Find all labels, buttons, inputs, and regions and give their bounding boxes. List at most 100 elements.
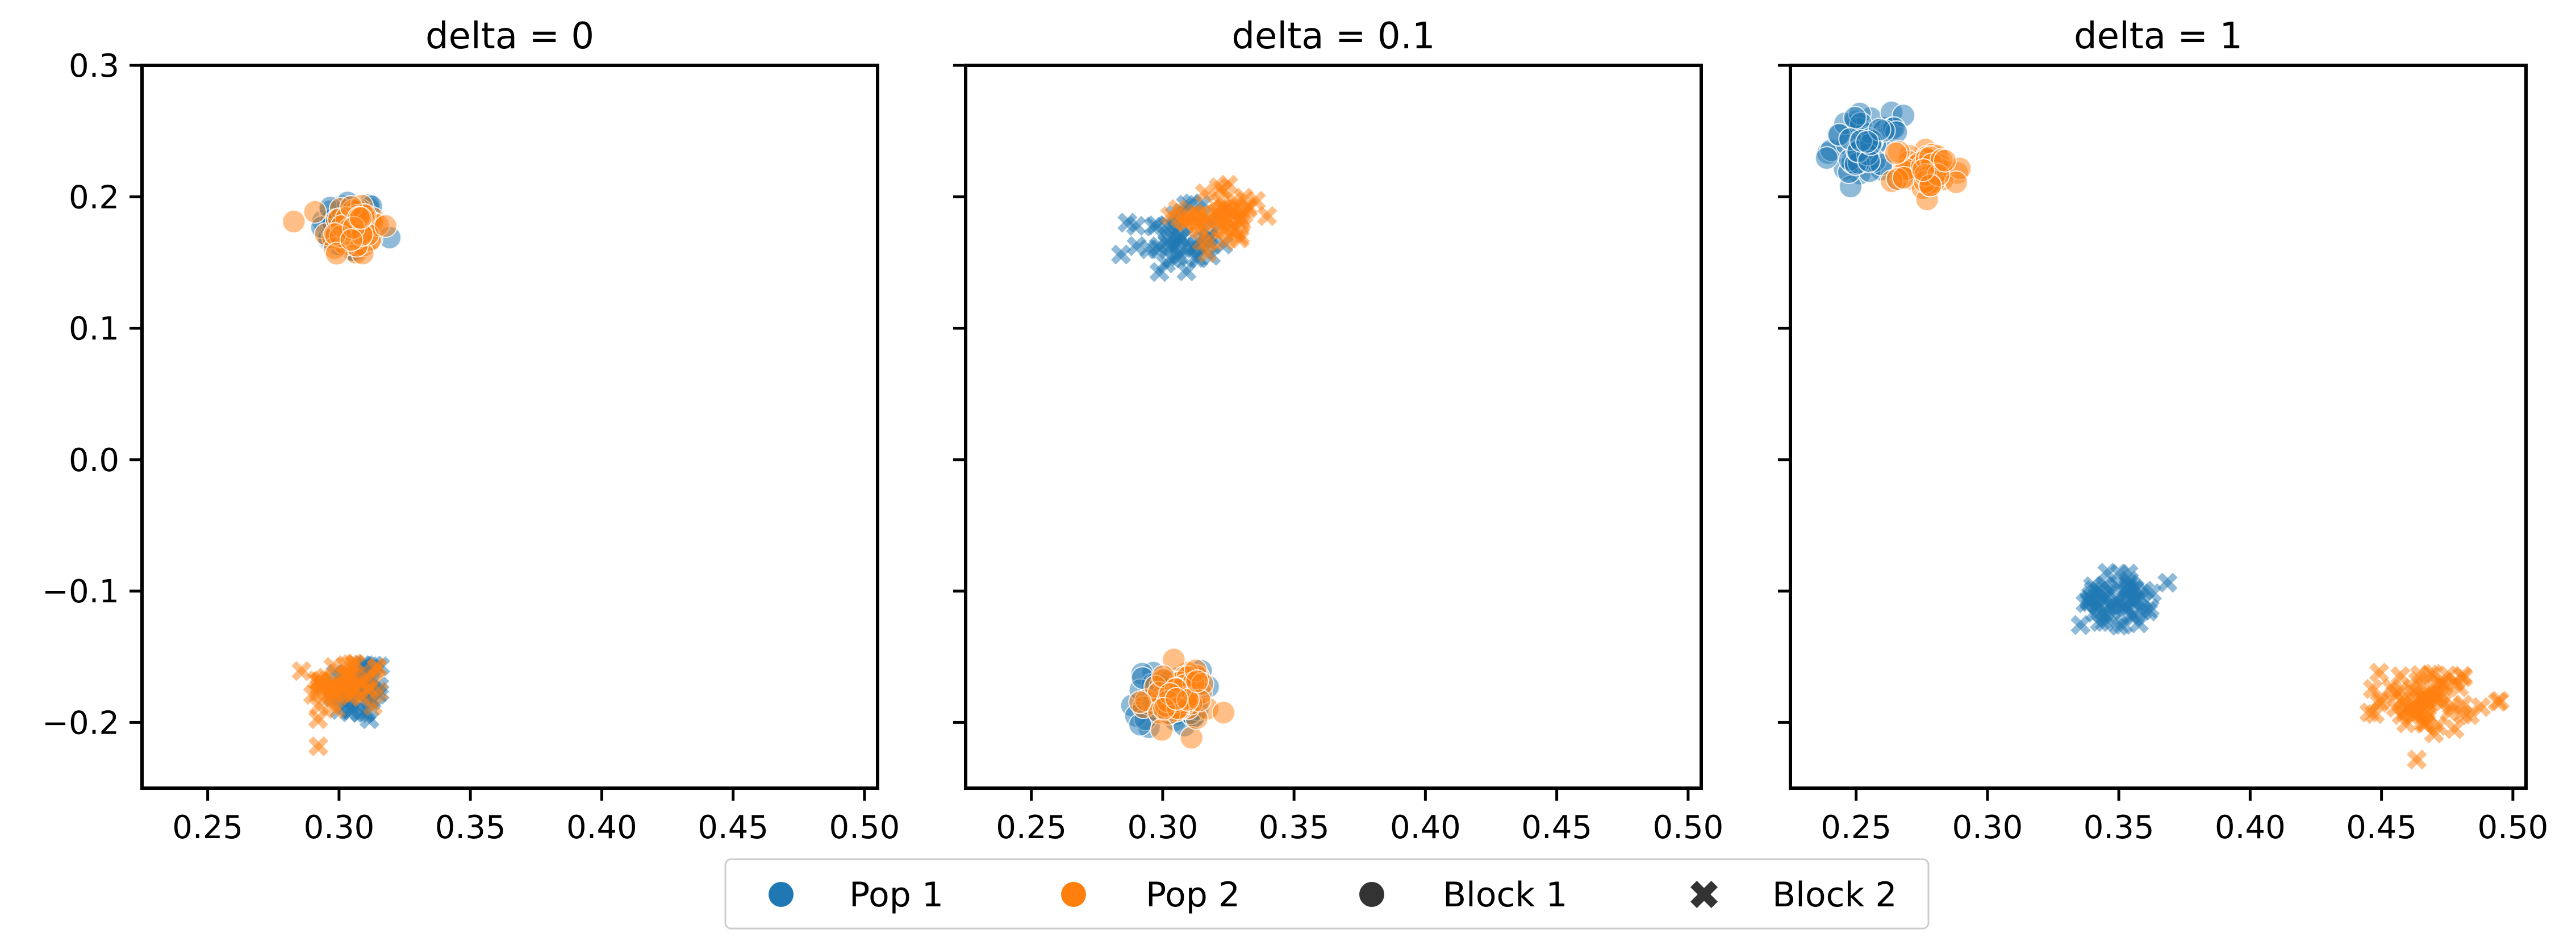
point-circle: [324, 242, 349, 266]
panel-1: delta = 0 0.25 0.30 0.35 0.40 0.45 0.50 0.3 0.2 0…: [42, 15, 900, 846]
x-tick-label: 0.45: [1521, 809, 1592, 846]
legend-label-pop-1: Pop 1: [849, 875, 943, 915]
point-cross: [1230, 226, 1250, 246]
x-tick-label: 0.25: [996, 809, 1067, 846]
point-cross: [2390, 666, 2411, 686]
point-cross: [308, 709, 328, 730]
x-tick-label: 0.40: [566, 809, 637, 846]
point-circle: [1933, 148, 1957, 173]
y-tick-label: 0.2: [69, 179, 119, 216]
point-cross: [2402, 702, 2423, 723]
point-circle: [303, 199, 327, 224]
point-cross: [2369, 663, 2390, 683]
point-cross: [2449, 677, 2469, 698]
x-tick-label: 0.30: [1128, 809, 1199, 846]
legend-frame: [724, 858, 1930, 930]
x-tick-label: 0.25: [1821, 809, 1892, 846]
axes-frame: [140, 64, 879, 790]
points: [282, 190, 402, 756]
point-cross: [363, 663, 383, 684]
point-circle: [1150, 718, 1174, 742]
panel-3: delta = 1 0.25 0.30 0.35 0.40 0.45 0.50: [1778, 15, 2548, 846]
point-cross: [337, 664, 357, 685]
point-circle: [1212, 701, 1235, 725]
point-circle: [373, 214, 398, 238]
point-cross: [2428, 715, 2448, 736]
point-cross: [303, 685, 323, 705]
point-cross: [2444, 719, 2465, 739]
point-cross: [1185, 248, 1206, 268]
point-circle: [1128, 690, 1153, 714]
point-cross: [349, 702, 370, 723]
point-cross: [1143, 217, 1164, 237]
x-tick-label: 0.25: [172, 809, 243, 846]
point-cross: [1155, 253, 1176, 274]
point-cross: [1126, 236, 1147, 256]
point-cross: [311, 671, 332, 691]
panel-2: delta = 0.1 0.25 0.30 0.35 0.40 0.45 0.50: [953, 15, 1723, 846]
y-tick-label: −0.1: [42, 573, 119, 610]
point-cross: [2079, 589, 2099, 610]
panel-title: delta = 0.1: [1231, 15, 1435, 57]
point-cross: [2470, 697, 2491, 717]
y-tick-label: 0.1: [69, 311, 119, 348]
x-tick-label: 0.35: [2084, 809, 2155, 846]
point-circle: [1911, 158, 1935, 182]
point-cross: [1237, 197, 1258, 217]
point-cross: [2132, 600, 2153, 621]
y-tick-label: −0.2: [42, 705, 119, 742]
x-tick-label: 0.40: [1390, 809, 1461, 846]
point-circle: [1162, 647, 1186, 672]
x-tick-label: 0.30: [1952, 809, 2023, 846]
point-cross: [1157, 222, 1178, 242]
x-tick-label: 0.50: [2478, 809, 2549, 846]
point-circle: [1814, 146, 1839, 170]
point-cross: [1110, 244, 1132, 265]
point-cross: [1197, 243, 1218, 263]
point-cross: [2157, 572, 2178, 593]
point-cross: [2407, 750, 2427, 770]
x-tick-label: 0.50: [1653, 809, 1724, 846]
point-cross: [1195, 183, 1215, 203]
point-circle: [1843, 106, 1867, 130]
legend-marker-block-1: [1359, 882, 1384, 907]
point-cross: [1257, 206, 1277, 226]
legend: Pop 1 Pop 2 Block 1 Block 2: [724, 858, 1930, 930]
legend-marker-pop-1: [769, 882, 794, 907]
legend-marker-block-2: [1690, 880, 1718, 909]
axes-frame: [964, 64, 1703, 790]
x-tick-label: 0.30: [304, 809, 375, 846]
point-cross: [1184, 203, 1205, 224]
point-circle: [339, 228, 364, 252]
point-circle: [1855, 130, 1880, 154]
point-cross: [1192, 231, 1212, 252]
point-cross: [2369, 693, 2390, 713]
legend-label-block-2: Block 2: [1772, 875, 1897, 915]
point-cross: [1215, 231, 1235, 251]
point-cross: [1168, 247, 1188, 267]
point-cross: [2487, 692, 2508, 712]
point-cross: [308, 736, 329, 756]
point-cross: [1117, 213, 1138, 233]
point-cross: [1147, 239, 1168, 260]
y-tick-label: 0.3: [69, 48, 119, 85]
legend-label-block-1: Block 1: [1443, 875, 1568, 915]
point-cross: [2094, 589, 2114, 609]
x-tick-label: 0.45: [2346, 809, 2417, 846]
point-circle: [348, 206, 373, 230]
point-cross: [291, 661, 312, 681]
point-cross: [2094, 611, 2115, 632]
point-cross: [2116, 589, 2137, 609]
legend-marker-pop-2: [1061, 882, 1086, 907]
panels: delta = 0 0.25 0.30 0.35 0.40 0.45 0.50 0.3 0.2 0…: [42, 15, 2548, 846]
point-circle: [1185, 669, 1209, 693]
point-cross: [2362, 678, 2383, 699]
points: [1110, 174, 1277, 750]
point-cross: [2120, 574, 2140, 594]
y-tick-label: 0.0: [69, 442, 119, 479]
point-cross: [1189, 214, 1209, 235]
panel-title: delta = 0: [425, 15, 594, 57]
x-tick-label: 0.50: [829, 809, 900, 846]
point-cross: [2423, 664, 2444, 684]
